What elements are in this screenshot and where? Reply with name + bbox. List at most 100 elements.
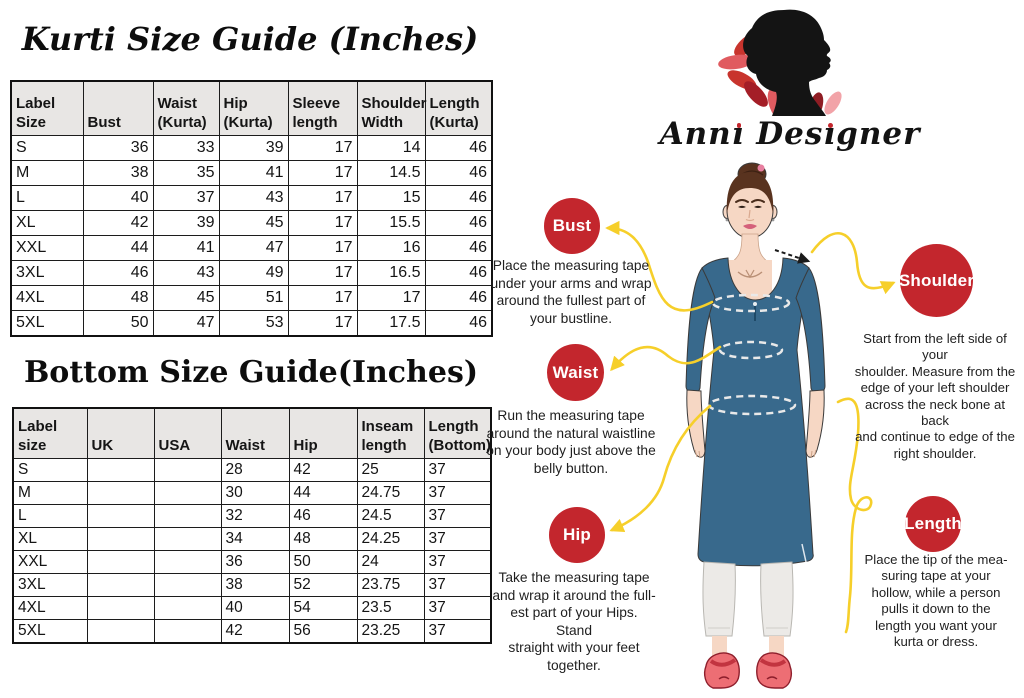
- column-header: Label size: [12, 407, 88, 459]
- value-cell: 37: [423, 504, 492, 528]
- value-cell: 28: [220, 458, 290, 482]
- instruction-line: straight with your feet: [508, 640, 640, 655]
- size-label-cell: 5XL: [10, 310, 84, 337]
- kurti-model-illustration: [685, 162, 826, 689]
- size-label-cell: 5XL: [12, 619, 88, 644]
- value-cell: 43: [152, 260, 220, 286]
- value-cell: 23.5: [356, 596, 425, 620]
- size-label-cell: S: [12, 458, 88, 482]
- value-cell: 36: [220, 550, 290, 574]
- column-header: Inseam length: [356, 407, 425, 459]
- shoulder-instructions: Start from the left side of your shoulder…: [850, 331, 1020, 462]
- instruction-line: Take the measuring tape: [498, 570, 650, 585]
- table-row: XL 34 48 24.25 37: [12, 527, 492, 551]
- left-sleeve: [685, 267, 716, 394]
- instruction-line: hollow, while a person: [871, 584, 1001, 600]
- instruction-line: length you want your: [875, 617, 997, 633]
- value-cell: 37: [423, 596, 492, 620]
- value-cell: 49: [218, 260, 289, 286]
- value-cell: 14.5: [356, 160, 426, 186]
- value-cell: 46: [424, 285, 493, 311]
- bust-badge: Bust: [544, 198, 600, 254]
- brand-letter-i: ı: [823, 116, 837, 152]
- value-cell: 17: [287, 285, 358, 311]
- instruction-line: edge of your left shoulder: [860, 380, 1010, 396]
- value-cell: 48: [288, 527, 358, 551]
- value-cell: 24.5: [356, 504, 425, 528]
- bottom-size-guide-title: Bottom Size Guide(Inches): [23, 355, 479, 390]
- value-cell: 17: [287, 210, 358, 236]
- table-row: XXL 36 50 24 37: [12, 550, 492, 574]
- value-cell: 46: [288, 504, 358, 528]
- column-header: Label Size: [10, 80, 84, 136]
- column-header: Waist (Kurta): [152, 80, 220, 136]
- value-cell: 17: [287, 160, 358, 186]
- value-cell: 47: [218, 235, 289, 261]
- value-cell: [153, 458, 222, 482]
- value-cell: 23.75: [356, 573, 425, 597]
- column-header: Shoulder Width: [356, 80, 427, 136]
- size-label-cell: XXL: [10, 235, 84, 261]
- column-header: USA: [153, 407, 222, 459]
- instruction-line: right shoulder.: [893, 445, 977, 461]
- value-cell: 42: [288, 458, 358, 482]
- size-label-cell: XXL: [12, 550, 88, 574]
- value-cell: 24.75: [356, 481, 425, 505]
- table-row: 4XL 40 54 23.5 37: [12, 596, 492, 620]
- instruction-line: suring tape at your: [881, 568, 991, 584]
- table-row: L 40 37 43 17 15 46: [10, 185, 493, 211]
- value-cell: [153, 504, 222, 528]
- size-label-cell: XL: [10, 210, 84, 236]
- value-cell: 33: [152, 135, 220, 161]
- value-cell: 46: [424, 235, 493, 261]
- table-row: 5XL 42 56 23.25 37: [12, 619, 492, 644]
- column-header: UK: [86, 407, 155, 459]
- value-cell: 44: [82, 235, 154, 261]
- value-cell: 40: [82, 185, 154, 211]
- table-row: 3XL 38 52 23.75 37: [12, 573, 492, 597]
- value-cell: [86, 573, 155, 597]
- instruction-line: your bustline.: [529, 310, 613, 326]
- size-label-cell: S: [10, 135, 84, 161]
- value-cell: 46: [424, 185, 493, 211]
- instruction-line: Place the measuring tape: [492, 258, 650, 273]
- kurti-size-table: Label Size Bust Waist (Kurta) Hip (Kurta) Sl…: [10, 80, 493, 337]
- value-cell: [86, 527, 155, 551]
- value-cell: 38: [220, 573, 290, 597]
- column-header: Length (Bottom): [423, 407, 492, 459]
- hip-badge: Hip: [549, 507, 605, 563]
- value-cell: 17: [287, 135, 358, 161]
- value-cell: 16: [356, 235, 426, 261]
- instruction-line: kurta or dress.: [893, 634, 979, 650]
- value-cell: 46: [424, 260, 493, 286]
- value-cell: 17.5: [356, 310, 426, 337]
- size-label-cell: L: [10, 185, 84, 211]
- logo-head-silhouette: [743, 9, 831, 116]
- column-header: Length (Kurta): [424, 80, 493, 136]
- value-cell: 41: [152, 235, 220, 261]
- column-header: Hip: [288, 407, 358, 459]
- value-cell: 42: [220, 619, 290, 644]
- table-row: 4XL 48 45 51 17 17 46: [10, 285, 493, 311]
- value-cell: 30: [220, 481, 290, 505]
- value-cell: 48: [82, 285, 154, 311]
- value-cell: 24.25: [356, 527, 425, 551]
- value-cell: 17: [287, 310, 358, 337]
- value-cell: 43: [218, 185, 289, 211]
- value-cell: 50: [82, 310, 154, 337]
- value-cell: [153, 573, 222, 597]
- size-label-cell: L: [12, 504, 88, 528]
- kurti-garment: [685, 257, 826, 567]
- size-label-cell: XL: [12, 527, 88, 551]
- value-cell: 15: [356, 185, 426, 211]
- value-cell: 15.5: [356, 210, 426, 236]
- value-cell: 38: [82, 160, 154, 186]
- model-head: [722, 162, 778, 239]
- value-cell: 37: [423, 619, 492, 644]
- instruction-line: belly button.: [533, 460, 609, 476]
- value-cell: 35: [152, 160, 220, 186]
- value-cell: 23.25: [356, 619, 425, 644]
- table-row: S 28 42 25 37: [12, 458, 492, 482]
- column-header: Hip (Kurta): [218, 80, 289, 136]
